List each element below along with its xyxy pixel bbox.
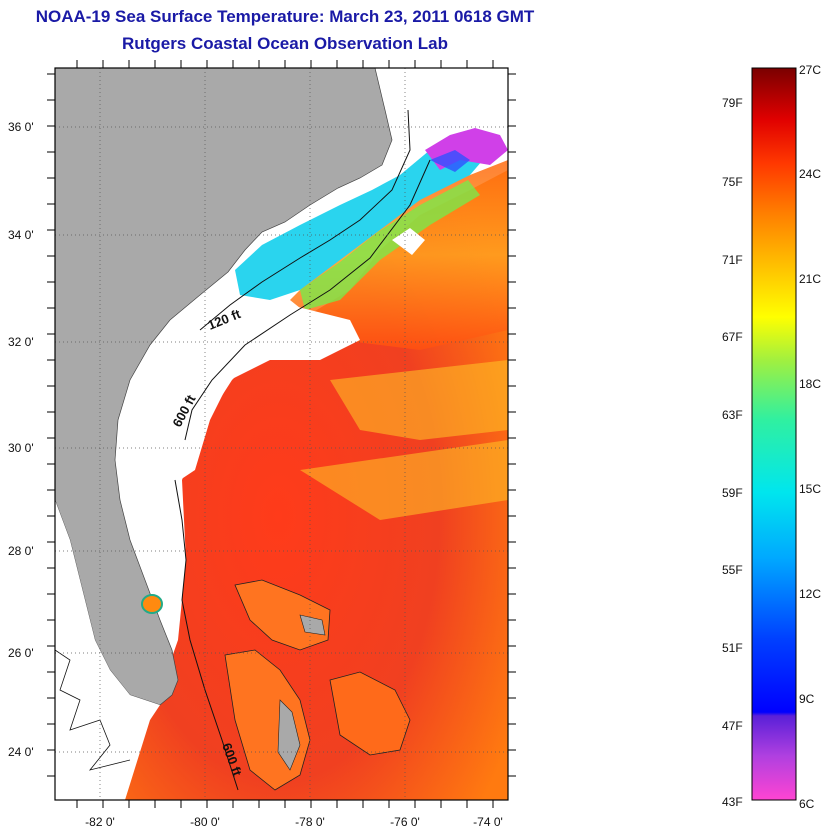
colorbar-c-label: 24C	[799, 167, 821, 181]
us-mainland	[55, 68, 393, 706]
colorbar-c-label: 6C	[799, 797, 815, 811]
isobath-600ft	[184, 159, 431, 441]
colorbar-c-label: 12C	[799, 587, 821, 601]
bahamas-bank-1	[234, 579, 331, 651]
isobath-600ft-south	[174, 479, 239, 791]
cloud-mask	[120, 300, 360, 480]
colorbar-f-label: 75F	[722, 175, 743, 189]
lat-label: 36 0'	[8, 120, 34, 134]
colorbar-f-label: 51F	[722, 641, 743, 655]
colorbar-f-label: 79F	[722, 96, 743, 110]
isobath-120ft	[199, 109, 411, 331]
colorbar-f-label: 63F	[722, 408, 743, 422]
lon-label: -80 0'	[190, 815, 220, 829]
colorbar-f-label: 47F	[722, 719, 743, 733]
map-frame	[54, 67, 509, 801]
bahamas-island-1	[277, 699, 301, 771]
lon-label: -78 0'	[295, 815, 325, 829]
map-subtitle: Rutgers Coastal Ocean Observation Lab	[122, 34, 448, 53]
colorbar-f-label: 55F	[722, 563, 743, 577]
bahamas-island-2	[299, 614, 326, 636]
map-title: NOAA-19 Sea Surface Temperature: March 2…	[35, 7, 535, 26]
colorbar-f-label: 67F	[722, 330, 743, 344]
colorbar-f-label: 71F	[722, 253, 743, 267]
lat-label: 30 0'	[8, 441, 34, 455]
axis-ticks	[47, 60, 516, 808]
colorbar-c-label: 18C	[799, 377, 821, 391]
bahamas-bank-3	[329, 671, 411, 756]
colorbar	[751, 67, 797, 801]
map-panel[interactable]	[55, 68, 508, 800]
lon-label: -82 0'	[85, 815, 115, 829]
colorbar-c-label: 15C	[799, 482, 821, 496]
lat-label: 34 0'	[8, 228, 34, 242]
isobath-shelf-gulf	[55, 649, 131, 771]
cloud-patch	[392, 228, 425, 255]
lat-label: 24 0'	[8, 745, 34, 759]
colorbar-c-label: 9C	[799, 692, 815, 706]
lat-label: 28 0'	[8, 544, 34, 558]
blue-cold-patch	[430, 150, 470, 172]
colorbar-c-label: 21C	[799, 272, 821, 286]
lake-okeechobee	[141, 594, 163, 614]
colorbar-f-label: 43F	[722, 795, 743, 809]
gulf-no-data	[55, 500, 160, 720]
lat-label: 32 0'	[8, 335, 34, 349]
colorbar-f-label: 59F	[722, 486, 743, 500]
lon-label: -74 0'	[473, 815, 503, 829]
lat-label: 26 0'	[8, 646, 34, 660]
colorbar-c-label: 27C	[799, 63, 821, 77]
lon-label: -76 0'	[390, 815, 420, 829]
yellow-streaks	[300, 360, 508, 520]
